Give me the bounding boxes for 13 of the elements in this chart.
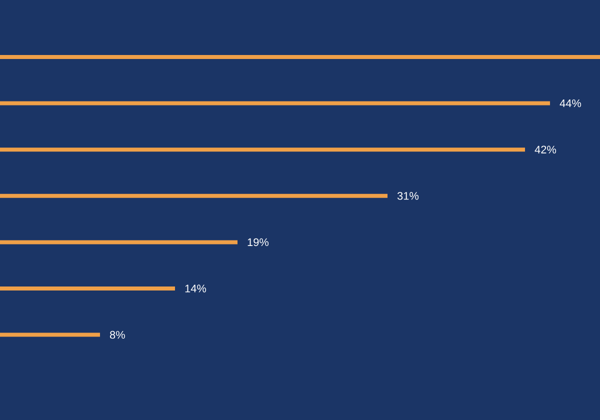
data-label: 19% — [248, 238, 269, 246]
data-label: 42% — [534, 146, 556, 154]
bar — [0, 148, 526, 152]
bar — [0, 240, 238, 244]
bar — [0, 54, 600, 59]
bar — [0, 101, 550, 106]
bar — [0, 286, 175, 290]
bar — [0, 332, 100, 337]
data-label: 31% — [397, 192, 419, 200]
data-label: 44% — [560, 99, 582, 108]
bar — [0, 194, 388, 198]
data-label: 8% — [110, 330, 125, 339]
data-label: 14% — [185, 284, 206, 292]
